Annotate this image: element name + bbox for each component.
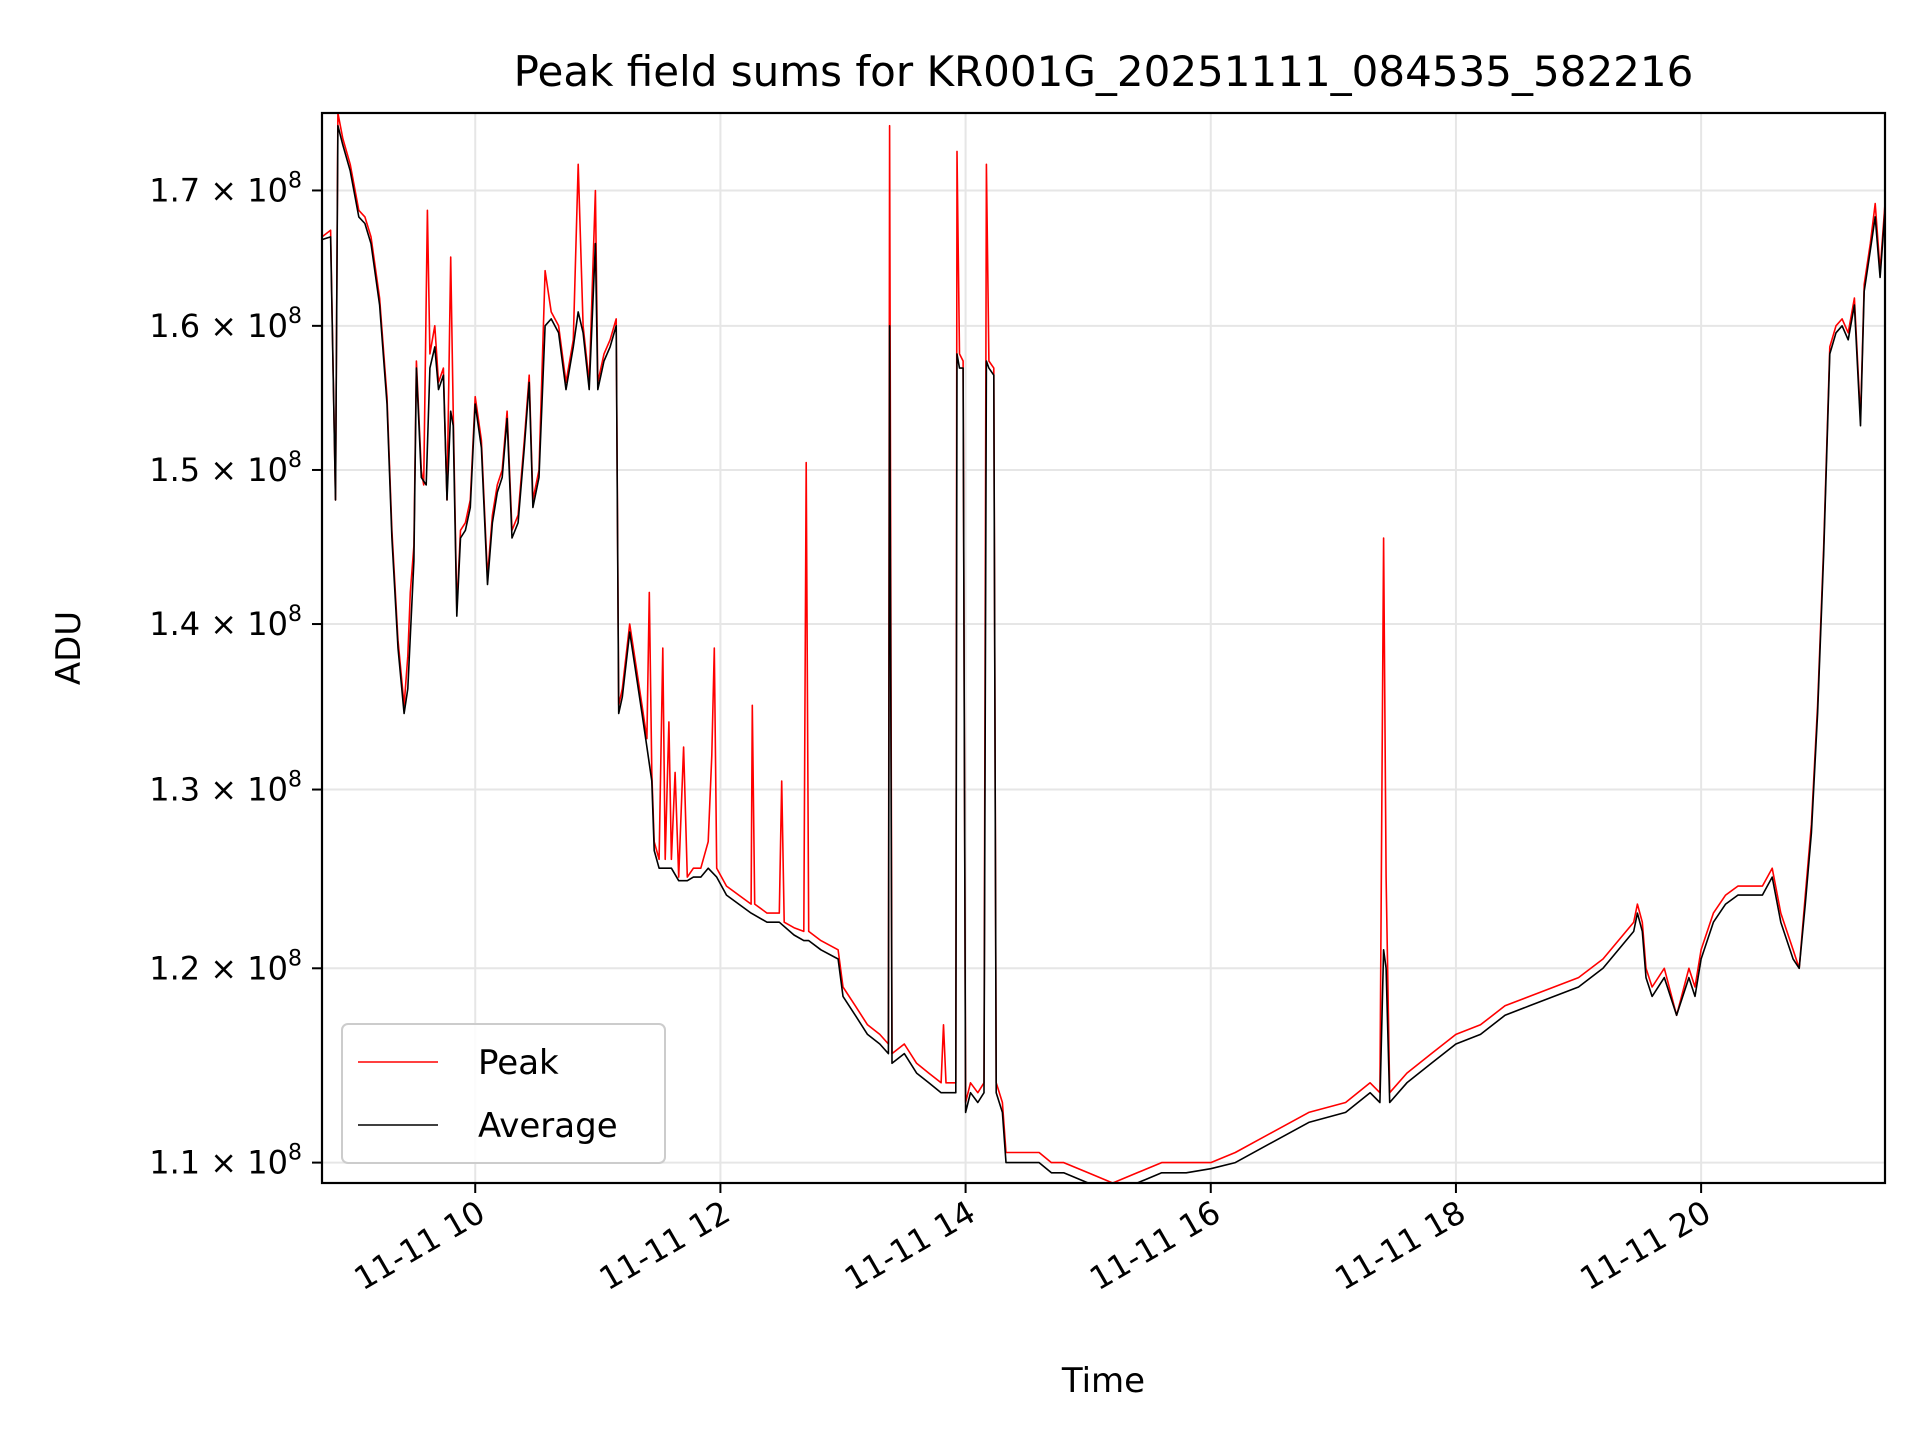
y-tick-coefficient: 1.1 (149, 1144, 200, 1182)
series-line-peak (322, 113, 1885, 1183)
y-tick-label: 1.7 × 108 (149, 168, 302, 209)
y-axis-title: ADU (49, 611, 89, 685)
y-tick-label: 1.6 × 108 (149, 304, 302, 345)
series-line-average (322, 124, 1885, 1183)
y-tick-exponent: 8 (288, 1141, 302, 1166)
y-tick-exponent: 8 (288, 168, 302, 193)
y-tick-label: 1.2 × 108 (149, 946, 302, 987)
chart-title: Peak field sums for KR001G_20251111_0845… (514, 47, 1694, 96)
x-axis-title: Time (1061, 1361, 1145, 1401)
y-tick-coefficient: 1.4 (149, 605, 200, 643)
legend-box (341, 1023, 666, 1164)
y-tick-times: × 10 (200, 171, 288, 209)
y-tick-times: × 10 (200, 949, 288, 987)
y-tick-coefficient: 1.7 (149, 171, 200, 209)
plot-frame (320, 111, 1887, 1185)
legend: Peak Average (341, 1023, 666, 1164)
y-tick-times: × 10 (200, 307, 288, 345)
y-tick-coefficient: 1.2 (149, 949, 200, 987)
y-tick-times: × 10 (200, 451, 288, 489)
y-tick-times: × 10 (200, 771, 288, 809)
y-tick-exponent: 8 (288, 448, 302, 473)
series-layer (322, 113, 1885, 1183)
y-tick-coefficient: 1.5 (149, 451, 200, 489)
y-tick-coefficient: 1.6 (149, 307, 200, 345)
y-tick-label: 1.3 × 108 (149, 768, 302, 809)
y-tick-label: 1.4 × 108 (149, 602, 302, 643)
y-tick-coefficient: 1.3 (149, 771, 200, 809)
y-tick-times: × 10 (200, 605, 288, 643)
y-tick-exponent: 8 (288, 768, 302, 793)
legend-label-average: Average (478, 1106, 618, 1146)
y-tick-exponent: 8 (288, 304, 302, 329)
legend-label-peak: Peak (478, 1043, 559, 1083)
y-tick-exponent: 8 (288, 602, 302, 627)
y-tick-exponent: 8 (288, 946, 302, 971)
grid (322, 113, 1885, 1183)
y-tick-times: × 10 (200, 1144, 288, 1182)
y-tick-label: 1.5 × 108 (149, 448, 302, 489)
y-tick-label: 1.1 × 108 (149, 1141, 302, 1182)
